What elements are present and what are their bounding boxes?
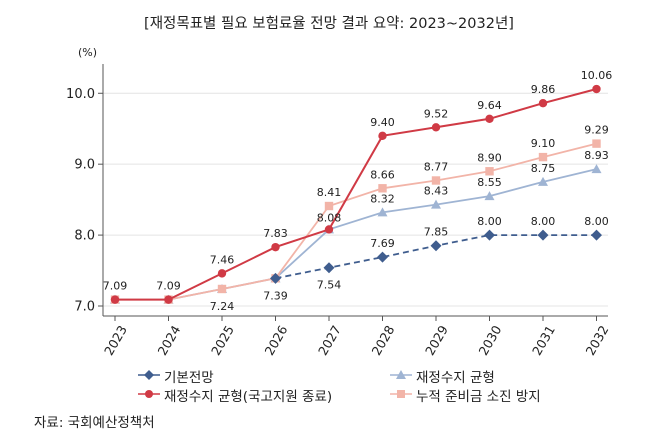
x-tick-label: 2028 xyxy=(369,323,398,358)
data-label-balance: 9.52 xyxy=(424,107,449,120)
data-label-balance: 7.83 xyxy=(263,227,288,240)
legend-label-fiscal: 재정수지 균형 xyxy=(416,370,495,386)
point-balance-2032 xyxy=(592,84,601,94)
data-label-fiscal: 8.32 xyxy=(370,192,395,205)
point-baseline-2026 xyxy=(270,272,281,284)
square-marker-icon xyxy=(390,390,412,398)
x-tick-label: 2032 xyxy=(583,323,612,358)
x-tick-label: 2030 xyxy=(476,323,505,358)
data-label-baseline: 8.00 xyxy=(531,215,556,228)
data-label-cumulative: 8.66 xyxy=(370,168,395,181)
triangle-marker-icon xyxy=(390,370,412,379)
point-fiscal-2028 xyxy=(377,207,388,217)
data-label-balance: 8.08 xyxy=(317,211,342,224)
data-label-balance: 9.64 xyxy=(477,99,502,112)
x-tick-label: 2029 xyxy=(422,323,451,358)
data-label-balance: 9.40 xyxy=(370,116,395,129)
point-balance-2031 xyxy=(538,99,548,108)
data-label-fiscal: 8.93 xyxy=(584,149,609,162)
series-line-balance xyxy=(115,88,597,301)
point-balance-2029 xyxy=(431,123,441,132)
data-label-balance: 7.09 xyxy=(156,280,181,293)
data-label-fiscal: 8.75 xyxy=(531,162,556,175)
point-cumulative-2032 xyxy=(592,139,601,148)
point-cumulative-2028 xyxy=(378,184,387,193)
legend-label-baseline: 기본전망 xyxy=(164,370,214,386)
line-chart: 7.0 8.0 9.0 10.0 (%) 2023 2024 2025 2026 2027 2028… xyxy=(66,46,613,358)
data-label-fiscal: 7.39 xyxy=(263,289,288,302)
data-label-cumulative: 9.10 xyxy=(531,137,556,150)
x-tick-label: 2027 xyxy=(315,323,344,358)
data-label-fiscal: 8.55 xyxy=(477,176,502,189)
point-balance-2023 xyxy=(110,295,120,304)
x-tick-label: 2023 xyxy=(101,323,130,358)
data-label-baseline: 7.85 xyxy=(424,226,449,239)
point-cumulative-2031 xyxy=(538,152,548,162)
point-baseline-2029 xyxy=(430,240,442,252)
point-cumulative-2030 xyxy=(485,167,494,176)
point-balance-2030 xyxy=(485,114,494,124)
data-label-cumulative: 8.77 xyxy=(424,160,449,173)
point-baseline-2028 xyxy=(377,251,388,263)
legend-label-balance: 재정수지 균형(국고지원 종료) xyxy=(164,389,333,405)
x-tick-label: 2024 xyxy=(155,323,184,358)
data-label-fiscal: 7.24 xyxy=(210,300,235,313)
point-fiscal-2031 xyxy=(538,176,548,186)
axes: 7.0 8.0 9.0 10.0 (%) 2023 2024 2025 2026 2027 2028… xyxy=(66,46,611,358)
series-line-cumulative xyxy=(115,142,597,301)
y-tick-label: 8.0 xyxy=(74,229,95,244)
source-note: 자료: 국회예산정책처 xyxy=(34,415,155,431)
grid xyxy=(103,92,608,307)
x-tick-label: 2025 xyxy=(208,323,237,358)
y-tick-label: 10.0 xyxy=(66,87,95,102)
data-label-baseline: 7.69 xyxy=(370,237,395,250)
data-label-balance: 9.86 xyxy=(531,83,556,96)
point-balance-2026 xyxy=(271,242,280,252)
point-cumulative-2027 xyxy=(324,201,334,211)
y-tick-label: 7.0 xyxy=(74,300,95,315)
point-fiscal-2030 xyxy=(484,191,495,201)
point-balance-2027 xyxy=(324,225,334,234)
data-label-balance: 7.09 xyxy=(103,280,128,293)
data-labels: 7.54 7.69 7.85 8.00 8.00 8.00 7.09 7.09 7.46 7.83… xyxy=(103,69,613,313)
data-label-balance: 10.06 xyxy=(581,69,613,82)
data-label-baseline: 8.00 xyxy=(477,215,502,228)
data-label-balance: 7.46 xyxy=(210,253,235,266)
point-cumulative-2029 xyxy=(431,176,441,185)
data-label-cumulative: 8.41 xyxy=(317,186,342,199)
data-label-fiscal: 8.43 xyxy=(424,185,449,198)
data-label-baseline: 8.00 xyxy=(584,215,609,228)
series-layer xyxy=(110,84,602,304)
y-tick-label: 9.0 xyxy=(74,158,95,173)
point-baseline-2027 xyxy=(323,262,335,274)
x-tick-label: 2031 xyxy=(529,323,558,358)
point-baseline-2032 xyxy=(591,229,602,241)
chart-title: [재정목표별 필요 보험료율 전망 결과 요약: 2023~2032년] xyxy=(144,16,514,32)
legend-label-cumulative: 누적 준비금 소진 방지 xyxy=(416,389,541,405)
point-balance-2024 xyxy=(164,295,173,304)
point-fiscal-2032 xyxy=(591,164,602,174)
data-label-cumulative: 8.90 xyxy=(477,151,502,164)
point-cumulative-2025 xyxy=(217,284,227,294)
y-unit-label: (%) xyxy=(78,46,97,59)
point-baseline-2031 xyxy=(537,229,549,241)
x-tick-label: 2026 xyxy=(262,323,291,358)
point-balance-2025 xyxy=(217,269,227,278)
diamond-marker-icon xyxy=(138,370,160,380)
data-label-cumulative: 9.29 xyxy=(584,124,609,137)
point-fiscal-2029 xyxy=(431,199,441,209)
point-baseline-2030 xyxy=(484,229,495,241)
data-label-baseline: 7.54 xyxy=(317,279,342,292)
circle-marker-icon xyxy=(138,390,160,398)
point-balance-2028 xyxy=(378,131,387,141)
